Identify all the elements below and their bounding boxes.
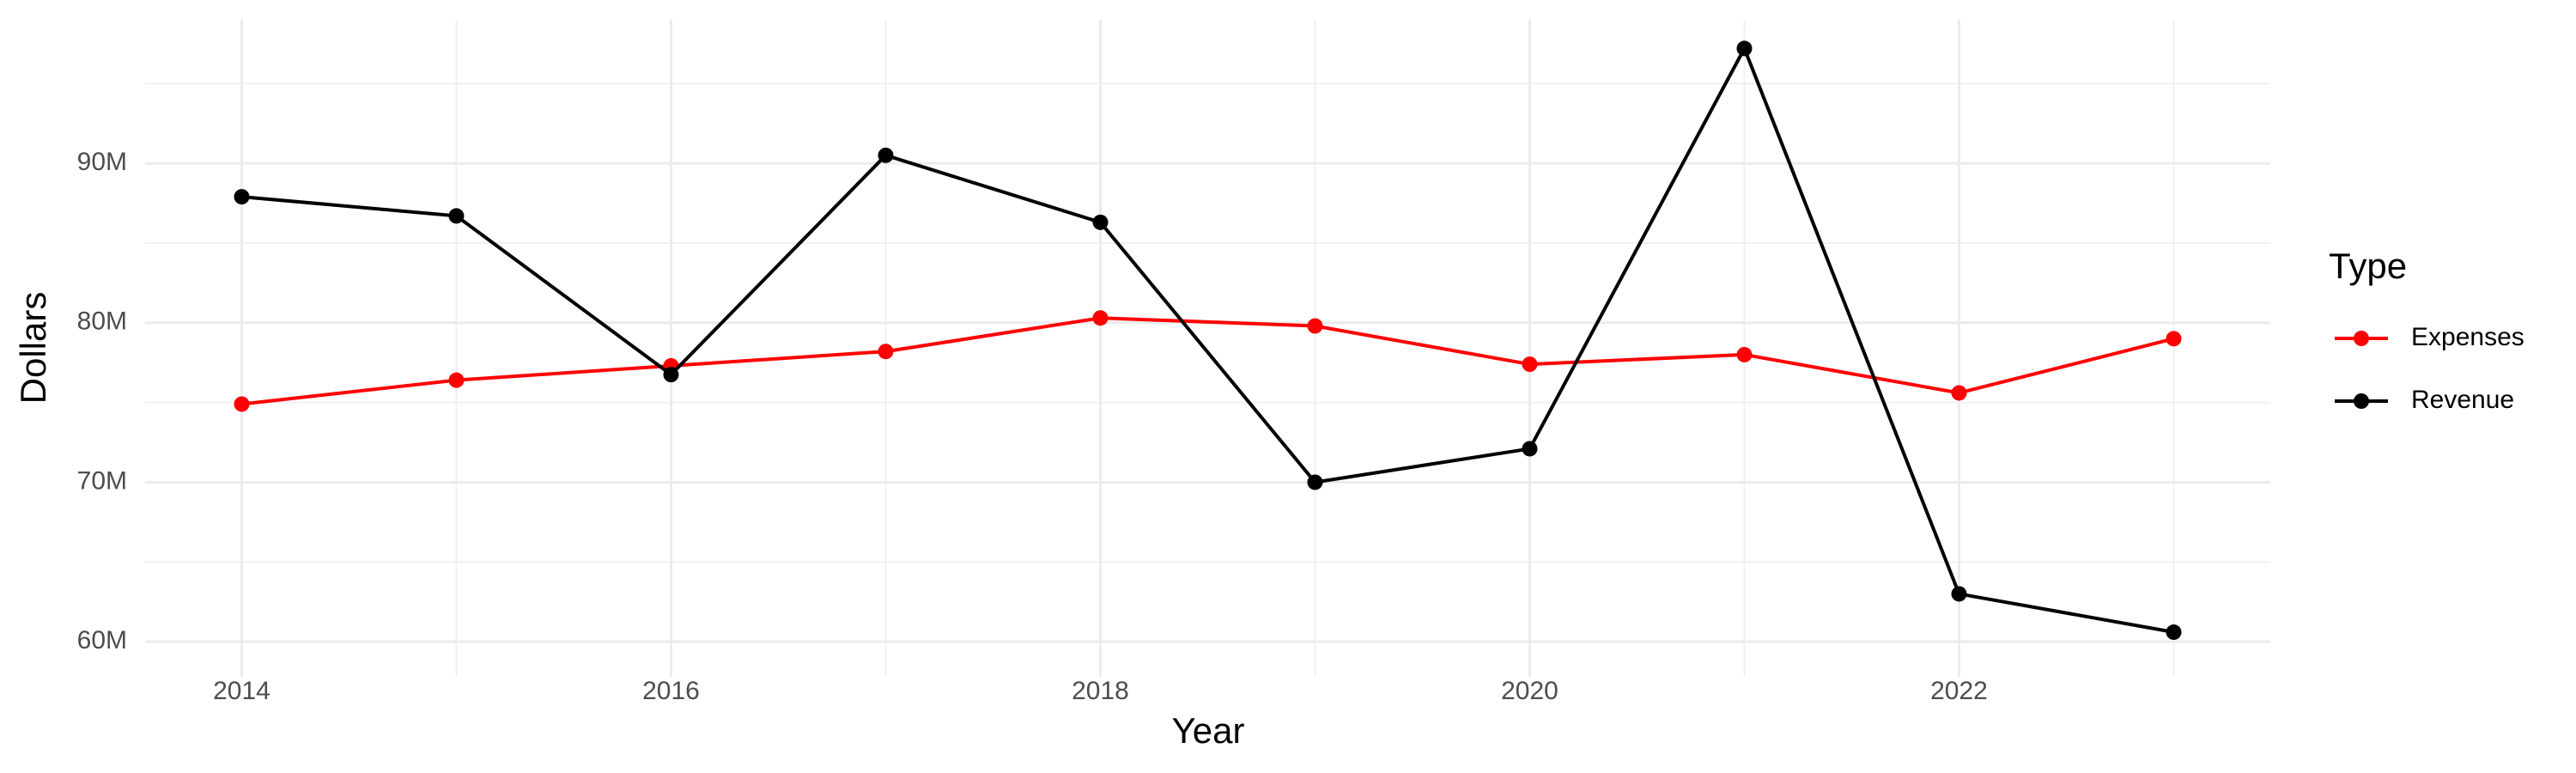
data-point	[1522, 356, 1538, 373]
data-point	[2166, 624, 2182, 641]
legend-title: Type	[2329, 246, 2407, 286]
data-point	[1307, 474, 1323, 490]
series-line	[241, 316, 2174, 406]
data-point	[1307, 318, 1323, 334]
data-point	[1951, 586, 1967, 602]
data-point	[1092, 214, 1109, 230]
x-tick-label: 2018	[1072, 677, 1129, 705]
series-line	[241, 44, 2174, 634]
y-tick-label: 60M	[77, 626, 127, 654]
data-point	[234, 396, 250, 412]
legend-label: Expenses	[2411, 323, 2524, 351]
data-point	[663, 367, 679, 383]
data-point	[878, 147, 894, 163]
data-point	[1092, 310, 1109, 326]
data-point	[448, 208, 465, 224]
x-tick-label: 2020	[1501, 677, 1558, 705]
data-point	[1736, 40, 1753, 57]
x-tick-label: 2022	[1930, 677, 1988, 705]
data-point	[448, 372, 465, 388]
data-point	[1736, 346, 1753, 362]
data-point	[878, 344, 894, 360]
data-point	[2166, 331, 2182, 347]
legend-marker	[2354, 393, 2369, 409]
y-tick-label: 80M	[77, 307, 127, 336]
x-tick-label: 2016	[642, 677, 700, 705]
x-axis-title: Year	[1172, 710, 1245, 751]
y-axis-title: Dollars	[13, 292, 53, 405]
legend-marker	[2354, 331, 2369, 346]
data-point	[234, 189, 250, 205]
legend-label: Revenue	[2411, 386, 2514, 414]
y-tick-label: 70M	[77, 466, 127, 495]
y-tick-label: 90M	[77, 148, 127, 176]
data-point	[1951, 385, 1967, 401]
data-point	[1522, 441, 1538, 457]
x-tick-label: 2014	[213, 677, 270, 705]
